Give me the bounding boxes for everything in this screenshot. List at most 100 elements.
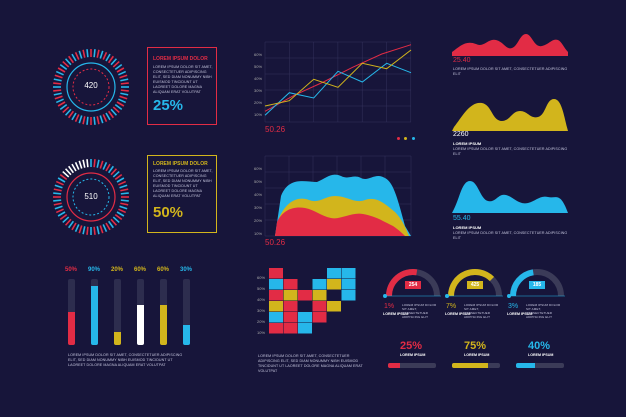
ring-tick: [102, 161, 108, 170]
vbar-fill: [137, 305, 144, 345]
ring-tick: [86, 116, 89, 125]
vbar-fill: [183, 325, 190, 345]
vbar-track: [91, 279, 98, 345]
ring-tick: [107, 55, 114, 64]
vbar-fill: [68, 312, 75, 345]
ring-tick: [107, 220, 114, 229]
heatmap-cell: [269, 323, 283, 334]
ring-tick: [114, 174, 123, 181]
gauge-text: LOREM IPSUM DOLOR SIT AMET, CONSECTETUER…: [526, 303, 561, 319]
semi-gauge: [383, 269, 441, 298]
ring-tick: [78, 115, 83, 124]
ring-tick: [82, 116, 86, 125]
ring-tick: [53, 82, 62, 85]
y-tick-label: 60%: [254, 52, 263, 57]
ring-tick: [99, 225, 104, 234]
ring-tick: [112, 60, 120, 68]
y-tick-label: 30%: [254, 205, 263, 210]
ring-tick: [82, 49, 86, 58]
ring-tick: [105, 222, 111, 231]
heatmap-cell: [269, 312, 283, 323]
wave-red-value: 25.40: [453, 57, 471, 64]
y-tick-label: 30%: [257, 308, 266, 313]
ring-tick: [54, 205, 63, 210]
ring-tick: [53, 192, 62, 195]
ring-tick: [71, 222, 77, 231]
ring-tick: [112, 106, 120, 114]
ring-tick: [74, 51, 80, 60]
info-box-2-text: LOREM IPSUM DOLOR SIT AMET, CONSECTETUER…: [153, 169, 213, 198]
ring-tick: [71, 163, 77, 172]
ring-gauge-2: [53, 159, 129, 235]
heatmap-cell: [298, 290, 312, 301]
y-tick-label: 60%: [254, 166, 263, 171]
ring-tick: [102, 51, 108, 60]
ring-tick: [116, 177, 125, 183]
vbar-fill: [114, 331, 121, 345]
ring-tick: [74, 114, 80, 123]
ring-tick: [53, 89, 62, 92]
ring-tick: [105, 53, 111, 62]
ring-tick: [62, 216, 70, 224]
gauge-title: LOREM IPSUM: [445, 312, 471, 316]
ring-tick: [82, 226, 86, 235]
y-tick-label: 40%: [254, 192, 263, 197]
ring-tick: [119, 74, 128, 79]
ring-tick: [86, 49, 89, 58]
line-series-0: [264, 44, 412, 112]
line-series-1: [264, 62, 412, 116]
ring-tick: [120, 202, 129, 206]
ring-tick: [55, 98, 64, 104]
hbar-fill: [452, 363, 488, 368]
ring-tick: [57, 177, 66, 183]
ring-tick: [120, 82, 129, 85]
hbar-title: LOREM IPSUM: [528, 353, 554, 357]
wave-red: [452, 34, 568, 56]
gauge-percent: 1%: [384, 303, 395, 310]
info-box-1-title: LOREM IPSUM DOLOR: [153, 56, 208, 62]
ring-1-value: 420: [84, 81, 98, 90]
vbar-label: 60%: [157, 267, 170, 273]
ring-tick: [54, 74, 63, 79]
ring-tick: [118, 180, 127, 186]
ring-tick: [112, 216, 120, 224]
y-tick-label: 20%: [254, 100, 263, 105]
hbar-label: 75%: [464, 340, 487, 352]
hbar-fill: [516, 363, 536, 368]
wave-blue: [452, 181, 568, 213]
y-tick-label: 30%: [254, 88, 263, 93]
ring-tick: [96, 49, 100, 58]
gauge-value: 425: [467, 281, 483, 289]
ring-tick: [68, 110, 75, 119]
heatmap-cell: [298, 323, 312, 334]
y-tick-label: 10%: [257, 330, 266, 335]
wave-blue-value: 55.40: [453, 215, 471, 222]
ring-tick: [116, 101, 125, 107]
ring-inner: [66, 62, 116, 112]
wave-blue-text: LOREM IPSUM DOLOR SIT AMET, CONSECTETUER…: [453, 231, 568, 240]
ring-tick: [53, 202, 62, 206]
wave-yellow-value: 2260: [453, 131, 469, 138]
ring-tick: [86, 226, 89, 235]
y-tick-label: 10%: [254, 231, 263, 236]
ring-tick: [120, 192, 129, 195]
hbar-title: LOREM IPSUM: [400, 353, 426, 357]
ring-tick: [120, 188, 129, 192]
heatmap-cell: [341, 279, 356, 290]
ring-tick: [53, 92, 62, 96]
gauge-text: LOREM IPSUM DOLOR SIT AMET, CONSECTETUER…: [402, 303, 437, 319]
ring-core: [72, 68, 110, 106]
heatmap-text: LOREM IPSUM DOLOR SIT AMET, CONSECTETUER…: [258, 354, 363, 373]
ring-tick: [62, 170, 70, 178]
y-tick-label: 20%: [257, 319, 266, 324]
ring-tick: [96, 226, 100, 235]
ring-tick: [68, 55, 75, 64]
ring-tick: [114, 103, 123, 110]
area-chart-value: 50.26: [265, 238, 286, 247]
ring-tick: [110, 108, 118, 116]
ring-tick: [57, 101, 66, 107]
wave-blue-title: LOREM IPSUM: [453, 225, 482, 230]
ring-tick: [96, 159, 100, 168]
semi-gauge: [507, 269, 565, 298]
ring-tick: [54, 184, 63, 189]
